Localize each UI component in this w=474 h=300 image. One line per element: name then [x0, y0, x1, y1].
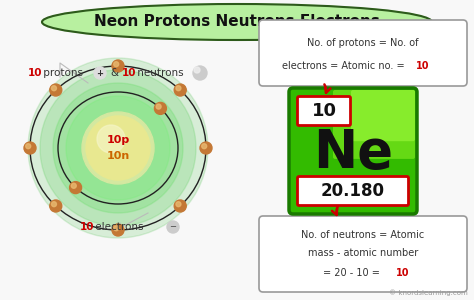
Circle shape: [26, 144, 31, 149]
Text: 10: 10: [311, 102, 337, 120]
Circle shape: [194, 67, 200, 73]
Circle shape: [52, 86, 56, 91]
FancyBboxPatch shape: [259, 216, 467, 292]
Text: 10: 10: [28, 68, 43, 78]
Text: neutrons: neutrons: [134, 68, 183, 78]
Circle shape: [200, 142, 212, 154]
Circle shape: [155, 102, 166, 114]
Text: 10n: 10n: [106, 151, 129, 161]
Text: No. of neutrons = Atomic: No. of neutrons = Atomic: [301, 230, 425, 240]
Circle shape: [94, 67, 106, 79]
Circle shape: [112, 60, 124, 72]
Circle shape: [52, 202, 56, 207]
Circle shape: [71, 183, 76, 188]
Circle shape: [114, 62, 118, 67]
Text: mass - atomic number: mass - atomic number: [308, 248, 418, 258]
Circle shape: [70, 182, 82, 194]
Text: Ne: Ne: [313, 127, 393, 179]
Circle shape: [114, 226, 118, 231]
Text: No. of protons = No. of: No. of protons = No. of: [307, 38, 419, 48]
Text: 20.180: 20.180: [321, 182, 385, 200]
FancyBboxPatch shape: [333, 90, 415, 159]
Text: −: −: [170, 223, 176, 232]
Text: = 20 - 10 =: = 20 - 10 =: [323, 268, 383, 278]
Text: © knordslearning.com: © knordslearning.com: [389, 289, 468, 296]
Text: protons: protons: [40, 68, 83, 78]
Text: 10p: 10p: [106, 135, 129, 145]
Circle shape: [24, 142, 36, 154]
Text: +: +: [97, 68, 103, 77]
Circle shape: [28, 58, 208, 238]
Circle shape: [176, 86, 181, 91]
Circle shape: [97, 125, 125, 153]
FancyBboxPatch shape: [298, 97, 350, 125]
Text: &: &: [110, 68, 118, 78]
Circle shape: [40, 70, 196, 226]
Circle shape: [50, 84, 62, 96]
FancyBboxPatch shape: [298, 176, 409, 206]
Circle shape: [50, 200, 62, 212]
Circle shape: [156, 104, 161, 109]
Circle shape: [82, 112, 154, 184]
Text: 10: 10: [396, 268, 410, 278]
FancyBboxPatch shape: [351, 90, 415, 141]
Circle shape: [86, 116, 150, 180]
Circle shape: [53, 83, 183, 213]
Text: electrons = Atomic no. =: electrons = Atomic no. =: [282, 61, 408, 71]
Circle shape: [112, 224, 124, 236]
Circle shape: [202, 144, 207, 149]
Circle shape: [174, 200, 186, 212]
Text: 10: 10: [416, 61, 430, 71]
Circle shape: [66, 96, 170, 200]
Text: electrons: electrons: [92, 222, 144, 232]
Text: 10: 10: [122, 68, 137, 78]
Circle shape: [176, 202, 181, 207]
FancyBboxPatch shape: [259, 20, 467, 86]
Circle shape: [193, 66, 207, 80]
FancyBboxPatch shape: [289, 88, 417, 214]
Ellipse shape: [42, 4, 432, 40]
Circle shape: [174, 84, 186, 96]
Text: Neon Protons Neutrons Electrons: Neon Protons Neutrons Electrons: [94, 14, 380, 29]
Circle shape: [167, 221, 179, 233]
Text: 10: 10: [80, 222, 94, 232]
